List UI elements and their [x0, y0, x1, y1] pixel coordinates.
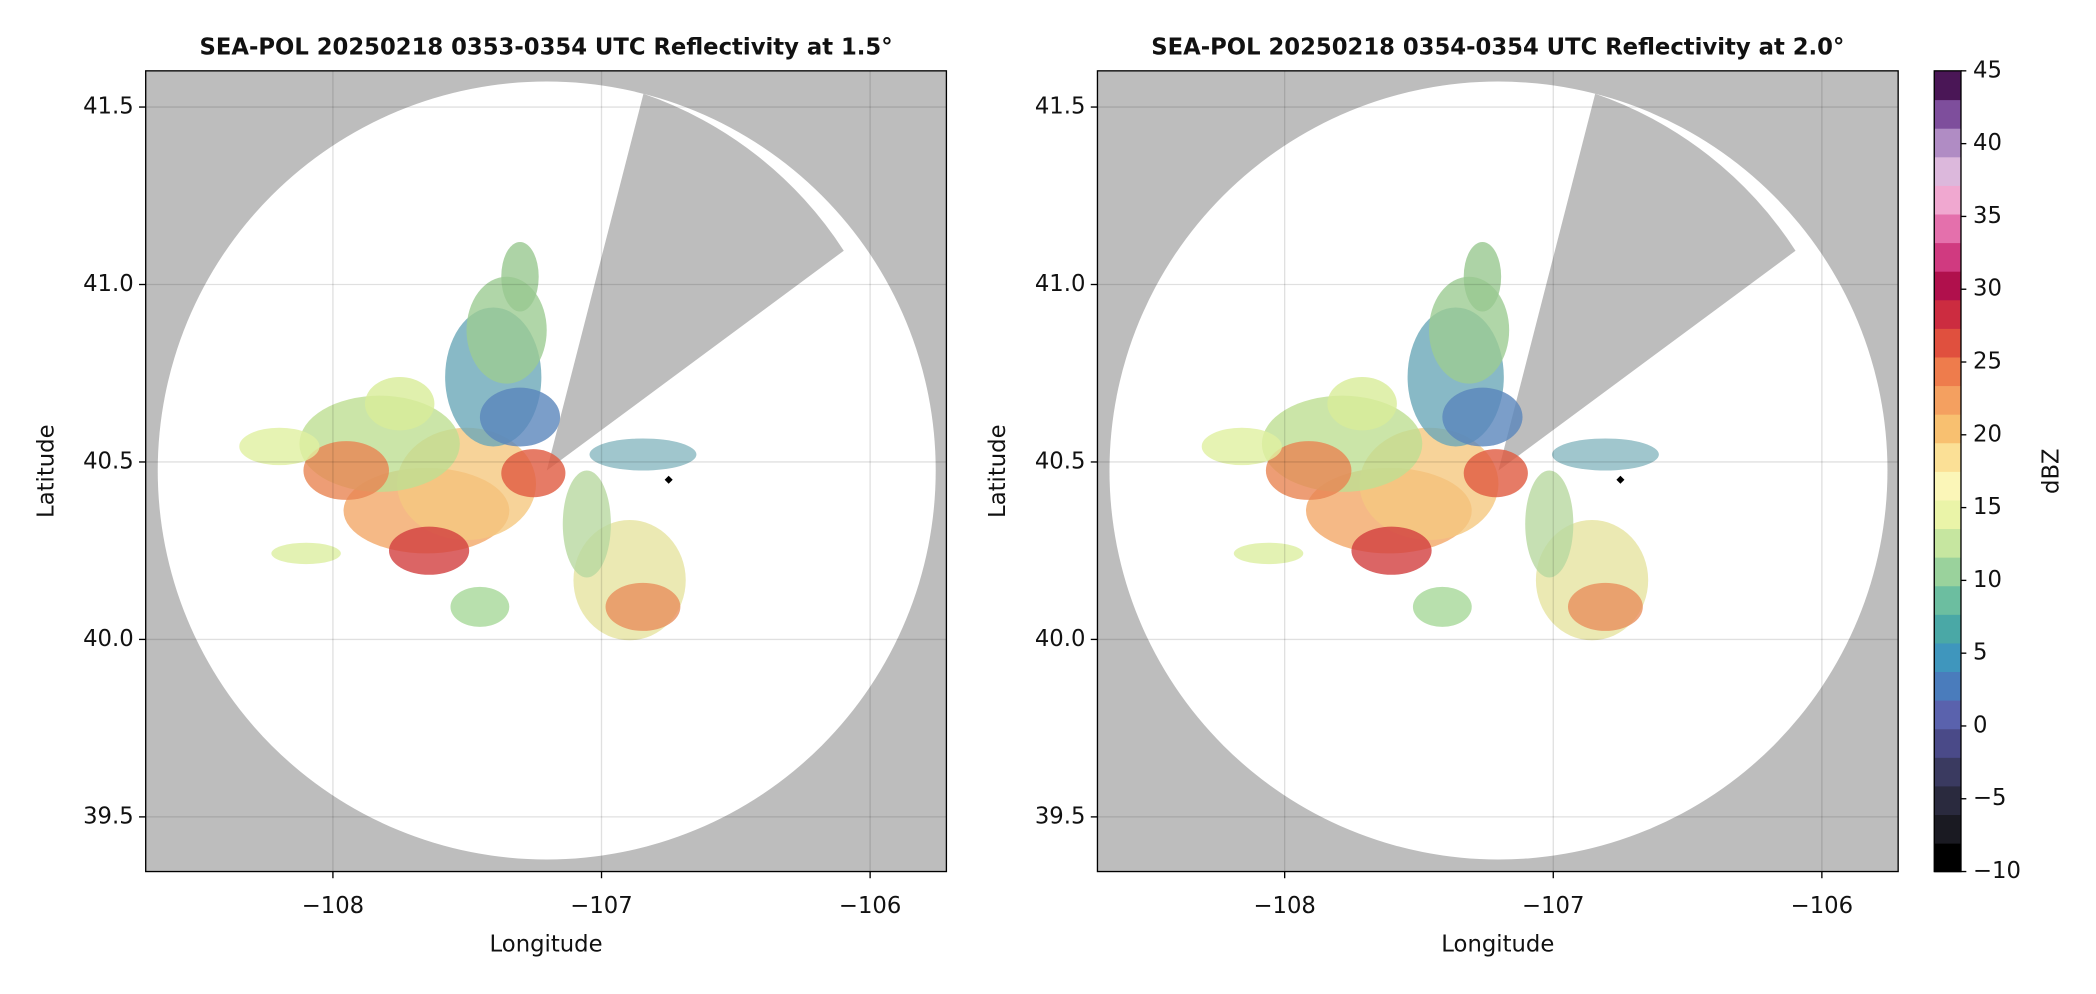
- marker: [1616, 475, 1625, 484]
- plot-area: −108 −107 −106 39.5 40.0 40.5 41.0 41.5 SEA-POL …: [33, 35, 2064, 958]
- marker: [664, 475, 673, 484]
- colorbar-tick-label: 40: [1973, 130, 2002, 156]
- echo: [271, 542, 341, 565]
- echo: [1201, 427, 1282, 466]
- chart-title: SEA-POL 20250218 0354-0354 UTC Reflectiv…: [1151, 35, 1844, 61]
- x-tick-label: −106: [839, 893, 901, 919]
- colorbar-segment: [1934, 671, 1961, 701]
- echo: [562, 470, 611, 578]
- colorbar-tick-label: 5: [1973, 640, 1987, 666]
- echo: [1463, 241, 1502, 312]
- colorbar-segment: [1934, 585, 1961, 615]
- colorbar-tick-label: 25: [1973, 349, 2002, 375]
- echo: [589, 438, 697, 471]
- colorbar-segment: [1934, 642, 1961, 673]
- echo: [450, 586, 510, 627]
- y-tick-label: 41.5: [1035, 94, 1086, 120]
- radar-field: [145, 70, 947, 872]
- echo: [388, 526, 470, 575]
- colorbar-segment: [1934, 213, 1961, 244]
- colorbar-tick-label: 35: [1973, 203, 2002, 229]
- colorbar-segment: [1934, 185, 1961, 215]
- colorbar-tick-label: −5: [1973, 785, 2007, 811]
- colorbar-segment: [1934, 556, 1961, 587]
- y-axis-label: Latitude: [33, 424, 59, 518]
- colorbar-segment: [1934, 728, 1961, 758]
- colorbar-tick-label: 30: [1973, 276, 2002, 302]
- colorbar-segment: [1934, 99, 1961, 129]
- chart-title: SEA-POL 20250218 0353-0354 UTC Reflectiv…: [200, 35, 893, 61]
- colorbar-segment: [1934, 757, 1961, 787]
- echo: [364, 376, 435, 431]
- y-tick-label: 40.5: [1035, 448, 1086, 474]
- colorbar-tick-label: 15: [1973, 494, 2002, 520]
- echo: [1265, 441, 1352, 500]
- axes-frame: [1096, 70, 1899, 873]
- colorbar-segment: [1934, 499, 1961, 530]
- y-axis-label: Latitude: [985, 424, 1011, 518]
- y-tick-label: 41.0: [83, 271, 134, 297]
- echo: [501, 241, 539, 312]
- blocked-sector: [1498, 93, 1796, 471]
- echo: [1233, 542, 1304, 565]
- colorbar-segment: [1934, 385, 1961, 415]
- colorbar-segment: [1934, 785, 1961, 816]
- y-tick-label: 41.0: [1035, 271, 1086, 297]
- colorbar-segment: [1934, 356, 1961, 387]
- y-tick-label: 39.5: [1035, 803, 1086, 829]
- echo: [1351, 526, 1432, 575]
- blocked-sector: [546, 93, 844, 471]
- colorbar-segment: [1934, 156, 1961, 186]
- echo: [239, 427, 320, 466]
- echo: [303, 441, 389, 500]
- colorbar-segment: [1934, 242, 1961, 272]
- colorbar-segment: [1934, 528, 1961, 558]
- colorbar-segment: [1934, 271, 1961, 301]
- colorbar-segment: [1934, 614, 1961, 644]
- colorbar-tick-label: 10: [1973, 567, 2002, 593]
- y-tick-label: 40.0: [83, 626, 134, 652]
- echo: [479, 387, 561, 447]
- x-tick-label: −107: [570, 893, 632, 919]
- colorbar-segment: [1934, 414, 1961, 444]
- y-tick-label: 40.0: [1035, 626, 1086, 652]
- echo: [501, 449, 566, 498]
- echo: [1442, 387, 1523, 447]
- echo: [605, 582, 681, 631]
- echo: [1551, 438, 1659, 471]
- colorbar-segment: [1934, 328, 1961, 358]
- colorbar-segment: [1934, 128, 1961, 158]
- radar-field: [1097, 70, 1899, 872]
- x-tick-label: −107: [1522, 893, 1584, 919]
- echo: [1463, 449, 1528, 498]
- y-tick-label: 39.5: [83, 803, 134, 829]
- colorbar-segment: [1934, 814, 1961, 844]
- echo: [1327, 376, 1397, 431]
- echo: [1525, 470, 1574, 578]
- y-tick-label: 40.5: [83, 448, 134, 474]
- echo: [1567, 582, 1643, 631]
- colorbar-tick-label: 45: [1973, 57, 2002, 83]
- colorbar-tick-label: 20: [1973, 421, 2002, 447]
- x-axis-label: Longitude: [490, 932, 603, 958]
- x-tick-label: −108: [302, 893, 364, 919]
- colorbar-segment: [1934, 699, 1961, 730]
- colorbar-label: dBZ: [2038, 448, 2064, 494]
- y-tick-label: 41.5: [83, 94, 134, 120]
- colorbar-segment: [1934, 299, 1961, 329]
- colorbar-segment: [1934, 442, 1961, 472]
- colorbar-segment: [1934, 70, 1961, 101]
- colorbar-tick-label: 0: [1973, 712, 1987, 738]
- colorbar-tick-label: −10: [1973, 858, 2021, 884]
- x-tick-label: −108: [1253, 893, 1315, 919]
- echo: [1412, 586, 1472, 627]
- axes-frame: [145, 70, 948, 873]
- x-tick-label: −106: [1791, 893, 1853, 919]
- colorbar-frame: [1933, 70, 1962, 873]
- colorbar-segment: [1934, 842, 1961, 873]
- x-axis-label: Longitude: [1441, 932, 1554, 958]
- colorbar-segment: [1934, 471, 1961, 501]
